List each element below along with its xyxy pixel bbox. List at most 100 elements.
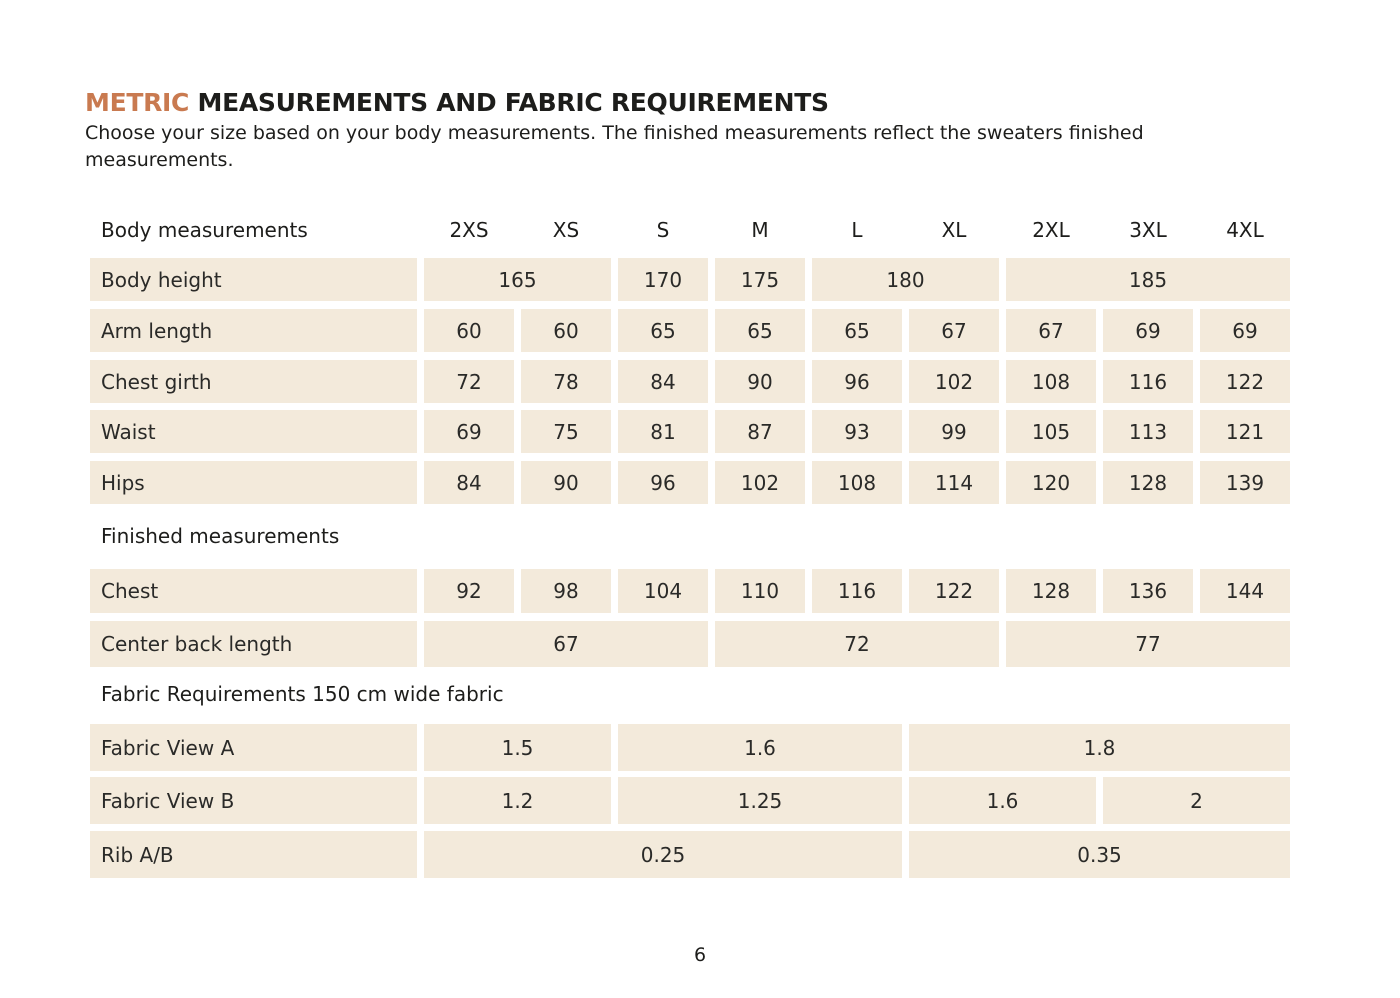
value-cell: 104 xyxy=(618,569,708,613)
value-cell: 185 xyxy=(1006,258,1290,301)
value-cell: 90 xyxy=(521,461,611,504)
value-cell: 116 xyxy=(1103,360,1193,403)
value-cell: 128 xyxy=(1103,461,1193,504)
value-cell: 116 xyxy=(812,569,902,613)
value-cell: 136 xyxy=(1103,569,1193,613)
value-cell: 96 xyxy=(618,461,708,504)
value-cell: 69 xyxy=(424,410,514,453)
value-cell: 67 xyxy=(424,621,708,667)
value-cell: 108 xyxy=(1006,360,1096,403)
value-cell: 96 xyxy=(812,360,902,403)
size-header: XL xyxy=(941,218,967,242)
value-cell: 1.6 xyxy=(909,777,1096,824)
size-header: 2XL xyxy=(1032,218,1070,242)
table-row: Arm length 60 60 65 65 65 67 67 69 69 xyxy=(90,309,1290,352)
value-cell: 105 xyxy=(1006,410,1096,453)
value-cell: 69 xyxy=(1103,309,1193,352)
table-row: Chest 92 98 104 110 116 122 128 136 144 xyxy=(90,569,1290,613)
value-cell: 78 xyxy=(521,360,611,403)
value-cell: 60 xyxy=(424,309,514,352)
value-cell: 72 xyxy=(424,360,514,403)
size-header: 3XL xyxy=(1129,218,1167,242)
value-cell: 65 xyxy=(618,309,708,352)
value-cell: 113 xyxy=(1103,410,1193,453)
value-cell: 90 xyxy=(715,360,805,403)
value-cell: 108 xyxy=(812,461,902,504)
row-label: Fabric View A xyxy=(90,724,417,771)
title-rest: MEASUREMENTS AND FABRIC REQUIREMENTS xyxy=(189,88,829,117)
value-cell: 120 xyxy=(1006,461,1096,504)
table-row: Body height 165 170 175 180 185 xyxy=(90,258,1290,301)
value-cell: 81 xyxy=(618,410,708,453)
row-label: Center back length xyxy=(90,621,417,667)
value-cell: 122 xyxy=(1200,360,1290,403)
value-cell: 65 xyxy=(812,309,902,352)
value-cell: 1.8 xyxy=(909,724,1290,771)
table-row: Fabric View B 1.2 1.25 1.6 2 xyxy=(90,777,1290,824)
value-cell: 1.6 xyxy=(618,724,902,771)
value-cell: 114 xyxy=(909,461,999,504)
value-cell: 84 xyxy=(424,461,514,504)
value-cell: 1.2 xyxy=(424,777,611,824)
table-row: Fabric View A 1.5 1.6 1.8 xyxy=(90,724,1290,771)
title-accent: METRIC xyxy=(85,88,190,117)
size-header: 4XL xyxy=(1226,218,1264,242)
page-title: METRIC MEASUREMENTS AND FABRIC REQUIREME… xyxy=(85,88,829,117)
value-cell: 170 xyxy=(618,258,708,301)
table-row: Center back length 67 72 77 xyxy=(90,621,1290,667)
table-row: Rib A/B 0.25 0.35 xyxy=(90,831,1290,878)
row-label: Chest xyxy=(90,569,417,613)
table-row: Waist 69 75 81 87 93 99 105 113 121 xyxy=(90,410,1290,453)
value-cell: 102 xyxy=(909,360,999,403)
row-label: Waist xyxy=(90,410,417,453)
value-cell: 165 xyxy=(424,258,611,301)
value-cell: 0.35 xyxy=(909,831,1290,878)
size-header: XS xyxy=(552,218,580,242)
size-header: S xyxy=(656,218,670,242)
value-cell: 110 xyxy=(715,569,805,613)
value-cell: 87 xyxy=(715,410,805,453)
value-cell: 60 xyxy=(521,309,611,352)
value-cell: 2 xyxy=(1103,777,1290,824)
value-cell: 84 xyxy=(618,360,708,403)
value-cell: 0.25 xyxy=(424,831,902,878)
value-cell: 121 xyxy=(1200,410,1290,453)
value-cell: 67 xyxy=(1006,309,1096,352)
value-cell: 92 xyxy=(424,569,514,613)
row-label: Rib A/B xyxy=(90,831,417,878)
row-label: Hips xyxy=(90,461,417,504)
value-cell: 75 xyxy=(521,410,611,453)
table-header: Body measurements 2XS XS S M L XL 2XL 3XL 4XL xyxy=(90,212,1290,248)
intro-text: Choose your size based on your body meas… xyxy=(85,122,1144,171)
value-cell: 1.25 xyxy=(618,777,902,824)
value-cell: 93 xyxy=(812,410,902,453)
value-cell: 102 xyxy=(715,461,805,504)
value-cell: 180 xyxy=(812,258,999,301)
value-cell: 65 xyxy=(715,309,805,352)
value-cell: 72 xyxy=(715,621,999,667)
table-row: Chest girth 72 78 84 90 96 102 108 116 122 xyxy=(90,360,1290,403)
value-cell: 139 xyxy=(1200,461,1290,504)
size-header: M xyxy=(751,218,769,242)
row-label: Fabric View B xyxy=(90,777,417,824)
value-cell: 122 xyxy=(909,569,999,613)
header-label: Body measurements xyxy=(101,218,308,242)
value-cell: 98 xyxy=(521,569,611,613)
value-cell: 128 xyxy=(1006,569,1096,613)
row-label: Chest girth xyxy=(90,360,417,403)
value-cell: 67 xyxy=(909,309,999,352)
size-header: 2XS xyxy=(449,218,489,242)
value-cell: 99 xyxy=(909,410,999,453)
section-title-finished: Finished measurements xyxy=(101,524,340,548)
value-cell: 1.5 xyxy=(424,724,611,771)
row-label: Body height xyxy=(90,258,417,301)
row-label: Arm length xyxy=(90,309,417,352)
size-header: L xyxy=(851,218,863,242)
value-cell: 175 xyxy=(715,258,805,301)
value-cell: 69 xyxy=(1200,309,1290,352)
page-number: 6 xyxy=(693,944,707,966)
table-row: Hips 84 90 96 102 108 114 120 128 139 xyxy=(90,461,1290,504)
value-cell: 144 xyxy=(1200,569,1290,613)
section-title-fabric: Fabric Requirements 150 cm wide fabric xyxy=(101,682,504,706)
value-cell: 77 xyxy=(1006,621,1290,667)
